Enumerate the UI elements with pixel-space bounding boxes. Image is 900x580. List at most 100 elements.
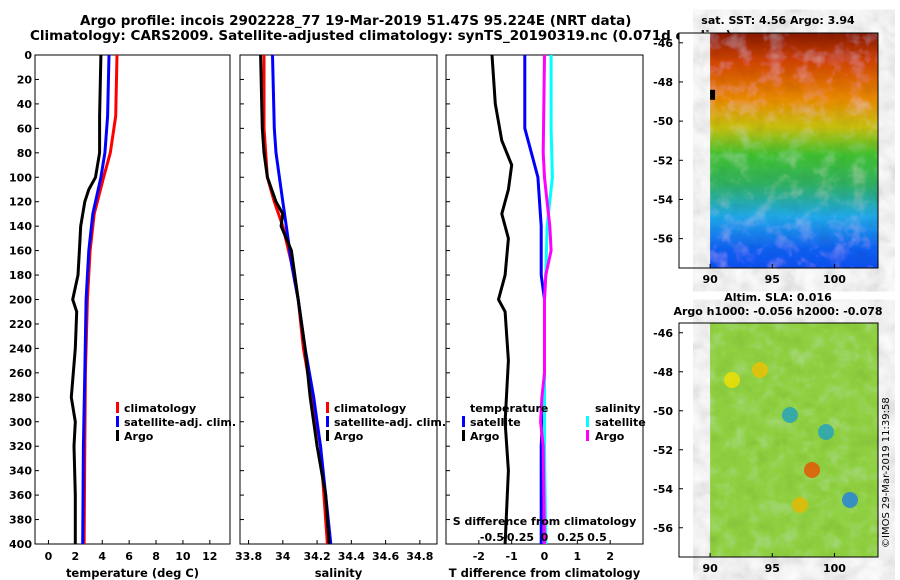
map-y-tick-label: -50 [653, 115, 673, 128]
legend-swatch [462, 430, 465, 441]
x-tick-label: 1 [574, 550, 582, 563]
map-border [678, 322, 879, 558]
map-y-tick-label: -48 [653, 76, 673, 89]
s-tick-label: 0.5 [587, 531, 607, 544]
s-tick-label: 0 [541, 531, 549, 544]
x-tick-label: 34.8 [406, 550, 433, 563]
x-tick-label: 10 [175, 550, 191, 563]
sla-feature [804, 462, 820, 478]
legend-label: Argo [334, 430, 364, 443]
legend-label: satellite [595, 416, 646, 429]
y-tick-label: 220 [9, 318, 32, 331]
x-tick-label: 2 [606, 550, 614, 563]
map-y-tick-label: -48 [653, 366, 673, 379]
map-y-tick-label: -56 [653, 233, 673, 246]
legend-label: satellite-adj. clim. [334, 416, 446, 429]
watermark: ©IMOS 29-Mar-2019 11:39:58 [881, 397, 892, 548]
y-tick-label: 400 [9, 538, 32, 551]
series-line-s-argo [539, 54, 553, 545]
series-line-argo [259, 54, 331, 545]
y-tick-label: 360 [9, 489, 32, 502]
map-x-tick-label: 90 [702, 273, 718, 286]
y-tick-label: 40 [17, 98, 33, 111]
map-y-tick-label: -52 [653, 444, 673, 457]
legend-label: climatology [334, 402, 406, 415]
x-tick-label: 0 [541, 550, 549, 563]
panel-frame-1 [239, 54, 438, 545]
x-tick-label: 2 [72, 550, 80, 563]
land-mark [710, 89, 716, 100]
map-x-tick-label: 95 [765, 273, 780, 286]
legend-label: Argo [124, 430, 154, 443]
map-x-tick-label: 90 [702, 562, 718, 575]
sla-feature [782, 407, 798, 423]
legend-swatch [116, 416, 119, 427]
sst-field [710, 33, 878, 268]
x-tick-label: 0 [45, 550, 53, 563]
sla-feature [792, 497, 808, 513]
legend-swatch [326, 416, 329, 427]
y-tick-label: 380 [9, 514, 32, 527]
legend-swatch [116, 402, 119, 413]
title-line-1: Argo profile: incois 2902228_77 19-Mar-2… [80, 13, 632, 29]
legend-swatch [326, 430, 329, 441]
legend-swatch [586, 416, 589, 427]
legend-label: Argo [595, 430, 625, 443]
y-tick-label: 60 [17, 122, 33, 135]
y-tick-label: 180 [9, 269, 32, 282]
sla-feature [842, 492, 858, 508]
x-tick-label: 34.2 [304, 550, 331, 563]
x-tick-label: -1 [506, 550, 518, 563]
s-tick-label: -0.5 [480, 531, 504, 544]
legend-label: satellite-adj. clim. [124, 416, 236, 429]
series-line-t-argo [490, 54, 514, 545]
x-tick-label: 34.6 [372, 550, 399, 563]
series-line-argo [69, 54, 103, 544]
panel-frame-0 [34, 54, 231, 545]
x-tick-label: 34.4 [338, 550, 365, 563]
s-axis-label: S difference from climatology [453, 515, 637, 528]
legend-swatch [326, 402, 329, 413]
s-tick-label: -0.25 [502, 531, 534, 544]
sla-field [710, 323, 878, 557]
sla-feature [752, 362, 768, 378]
y-tick-label: 280 [9, 391, 32, 404]
x-axis-label: T difference from climatology [449, 566, 641, 580]
map-y-tick-label: -54 [653, 483, 673, 496]
x-tick-label: 12 [202, 550, 217, 563]
y-tick-label: 120 [9, 196, 32, 209]
map-border [678, 32, 879, 269]
sst-map-title: sat. SST: 4.56 Argo: 3.94 [701, 14, 855, 27]
sla-feature [818, 424, 834, 440]
series-line-satellite-adj-clim- [271, 54, 333, 545]
x-tick-label: 4 [98, 550, 106, 563]
legend-label: climatology [124, 402, 196, 415]
map-y-tick-label: -50 [653, 405, 673, 418]
title-line-2: Climatology: CARS2009. Satellite-adjuste… [30, 28, 732, 44]
y-tick-label: 100 [9, 171, 32, 184]
legend-swatch [586, 430, 589, 441]
x-tick-label: 6 [125, 550, 133, 563]
x-tick-label: -2 [473, 550, 485, 563]
sla-feature [724, 372, 740, 388]
map-x-tick-label: 95 [765, 562, 780, 575]
x-axis-label: salinity [315, 566, 363, 580]
y-tick-label: 140 [9, 220, 32, 233]
map-y-tick-label: -56 [653, 522, 673, 535]
y-tick-label: 200 [9, 294, 32, 307]
map-y-tick-label: -54 [653, 193, 673, 206]
map-y-tick-label: -52 [653, 154, 673, 167]
y-tick-label: 300 [9, 416, 32, 429]
x-tick-label: 8 [152, 550, 160, 563]
legend-swatch [116, 430, 119, 441]
map-x-tick-label: 100 [823, 273, 846, 286]
y-tick-label: 0 [24, 49, 32, 62]
map-y-tick-label: -46 [653, 327, 673, 340]
s-tick-label: 0.25 [557, 531, 584, 544]
legend-temperature-title: temperature [470, 402, 548, 415]
sla-map-subtitle: Argo h1000: -0.056 h2000: -0.078 [673, 305, 882, 318]
map-x-tick-label: 100 [823, 562, 846, 575]
x-tick-label: 33.8 [235, 550, 262, 563]
x-axis-label: temperature (deg C) [66, 566, 199, 580]
